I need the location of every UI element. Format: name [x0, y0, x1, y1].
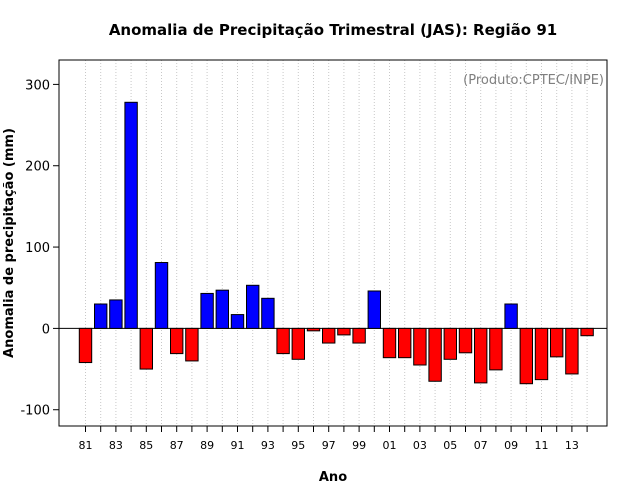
x-tick-label: 05: [443, 439, 457, 452]
bar-1988: [185, 327, 199, 362]
bar-1996: [306, 327, 321, 332]
bar-2014: [580, 327, 594, 337]
bar-1989: [200, 292, 214, 329]
product-credit: (Produto:CPTEC/INPE): [463, 73, 604, 88]
bar-2011: [534, 327, 549, 381]
bar-series: [78, 101, 594, 385]
y-tick-label: 0: [42, 322, 50, 337]
x-tick-label: 11: [535, 439, 549, 452]
bar-2005: [443, 327, 458, 360]
bar-1991: [230, 314, 245, 329]
x-tick-label: 07: [474, 439, 488, 452]
bar-2013: [565, 327, 579, 375]
x-tick-label: 81: [79, 439, 93, 452]
bar-1981: [78, 327, 93, 364]
bar-1994: [276, 327, 290, 355]
x-tick-label: 93: [261, 439, 275, 452]
bar-1984: [124, 101, 138, 329]
bar-1993: [261, 297, 275, 329]
x-tick-label: 13: [565, 439, 579, 452]
bar-2003: [413, 327, 427, 366]
bar-1998: [337, 327, 351, 336]
chart-title: Anomalia de Precipitação Trimestral (JAS…: [109, 21, 557, 39]
x-axis: 81 83 85 87 89 91 93 95 97 99 01 03 05 07 09 11 13: [79, 426, 588, 452]
bar-1995: [291, 327, 306, 360]
bar-2004: [428, 327, 442, 382]
x-tick-label: 95: [291, 439, 305, 452]
bar-1987: [170, 327, 184, 355]
y-axis: -100 0 100 200 300: [20, 78, 59, 419]
x-axis-label: Ano: [319, 470, 347, 485]
x-tick-label: 85: [139, 439, 153, 452]
bar-2008: [489, 327, 503, 371]
y-tick-label: 200: [25, 160, 50, 175]
x-tick-label: 03: [413, 439, 427, 452]
y-axis-label: Anomalia de precipitação (mm): [2, 128, 17, 358]
x-tick-label: 83: [109, 439, 123, 452]
x-tick-label: 01: [383, 439, 397, 452]
bar-1983: [109, 299, 123, 329]
x-tick-label: 97: [322, 439, 336, 452]
bar-1990: [215, 289, 230, 329]
x-tick-label: 99: [352, 439, 366, 452]
y-tick-label: -100: [20, 404, 50, 419]
bar-1985: [139, 327, 154, 370]
y-tick-label: 100: [25, 241, 50, 256]
bar-2009: [504, 303, 518, 329]
vertical-grid-lines: [85, 60, 588, 426]
y-tick-label: 300: [25, 78, 50, 93]
bar-2001: [382, 327, 397, 359]
bar-2000: [367, 290, 382, 329]
bar-2010: [519, 327, 533, 385]
bar-2012: [550, 327, 564, 358]
bar-1999: [352, 327, 366, 344]
x-tick-label: 89: [200, 439, 214, 452]
x-tick-label: 09: [504, 439, 518, 452]
bar-2002: [398, 327, 412, 359]
x-tick-label: 87: [170, 439, 184, 452]
bar-1992: [246, 284, 260, 329]
x-tick-label: 91: [231, 439, 245, 452]
bar-1986: [154, 262, 169, 329]
plot-frame: [58, 59, 608, 427]
bar-2007: [474, 327, 488, 384]
bar-2006: [458, 327, 473, 354]
bar-1997: [322, 327, 336, 344]
bar-1982: [94, 303, 108, 329]
